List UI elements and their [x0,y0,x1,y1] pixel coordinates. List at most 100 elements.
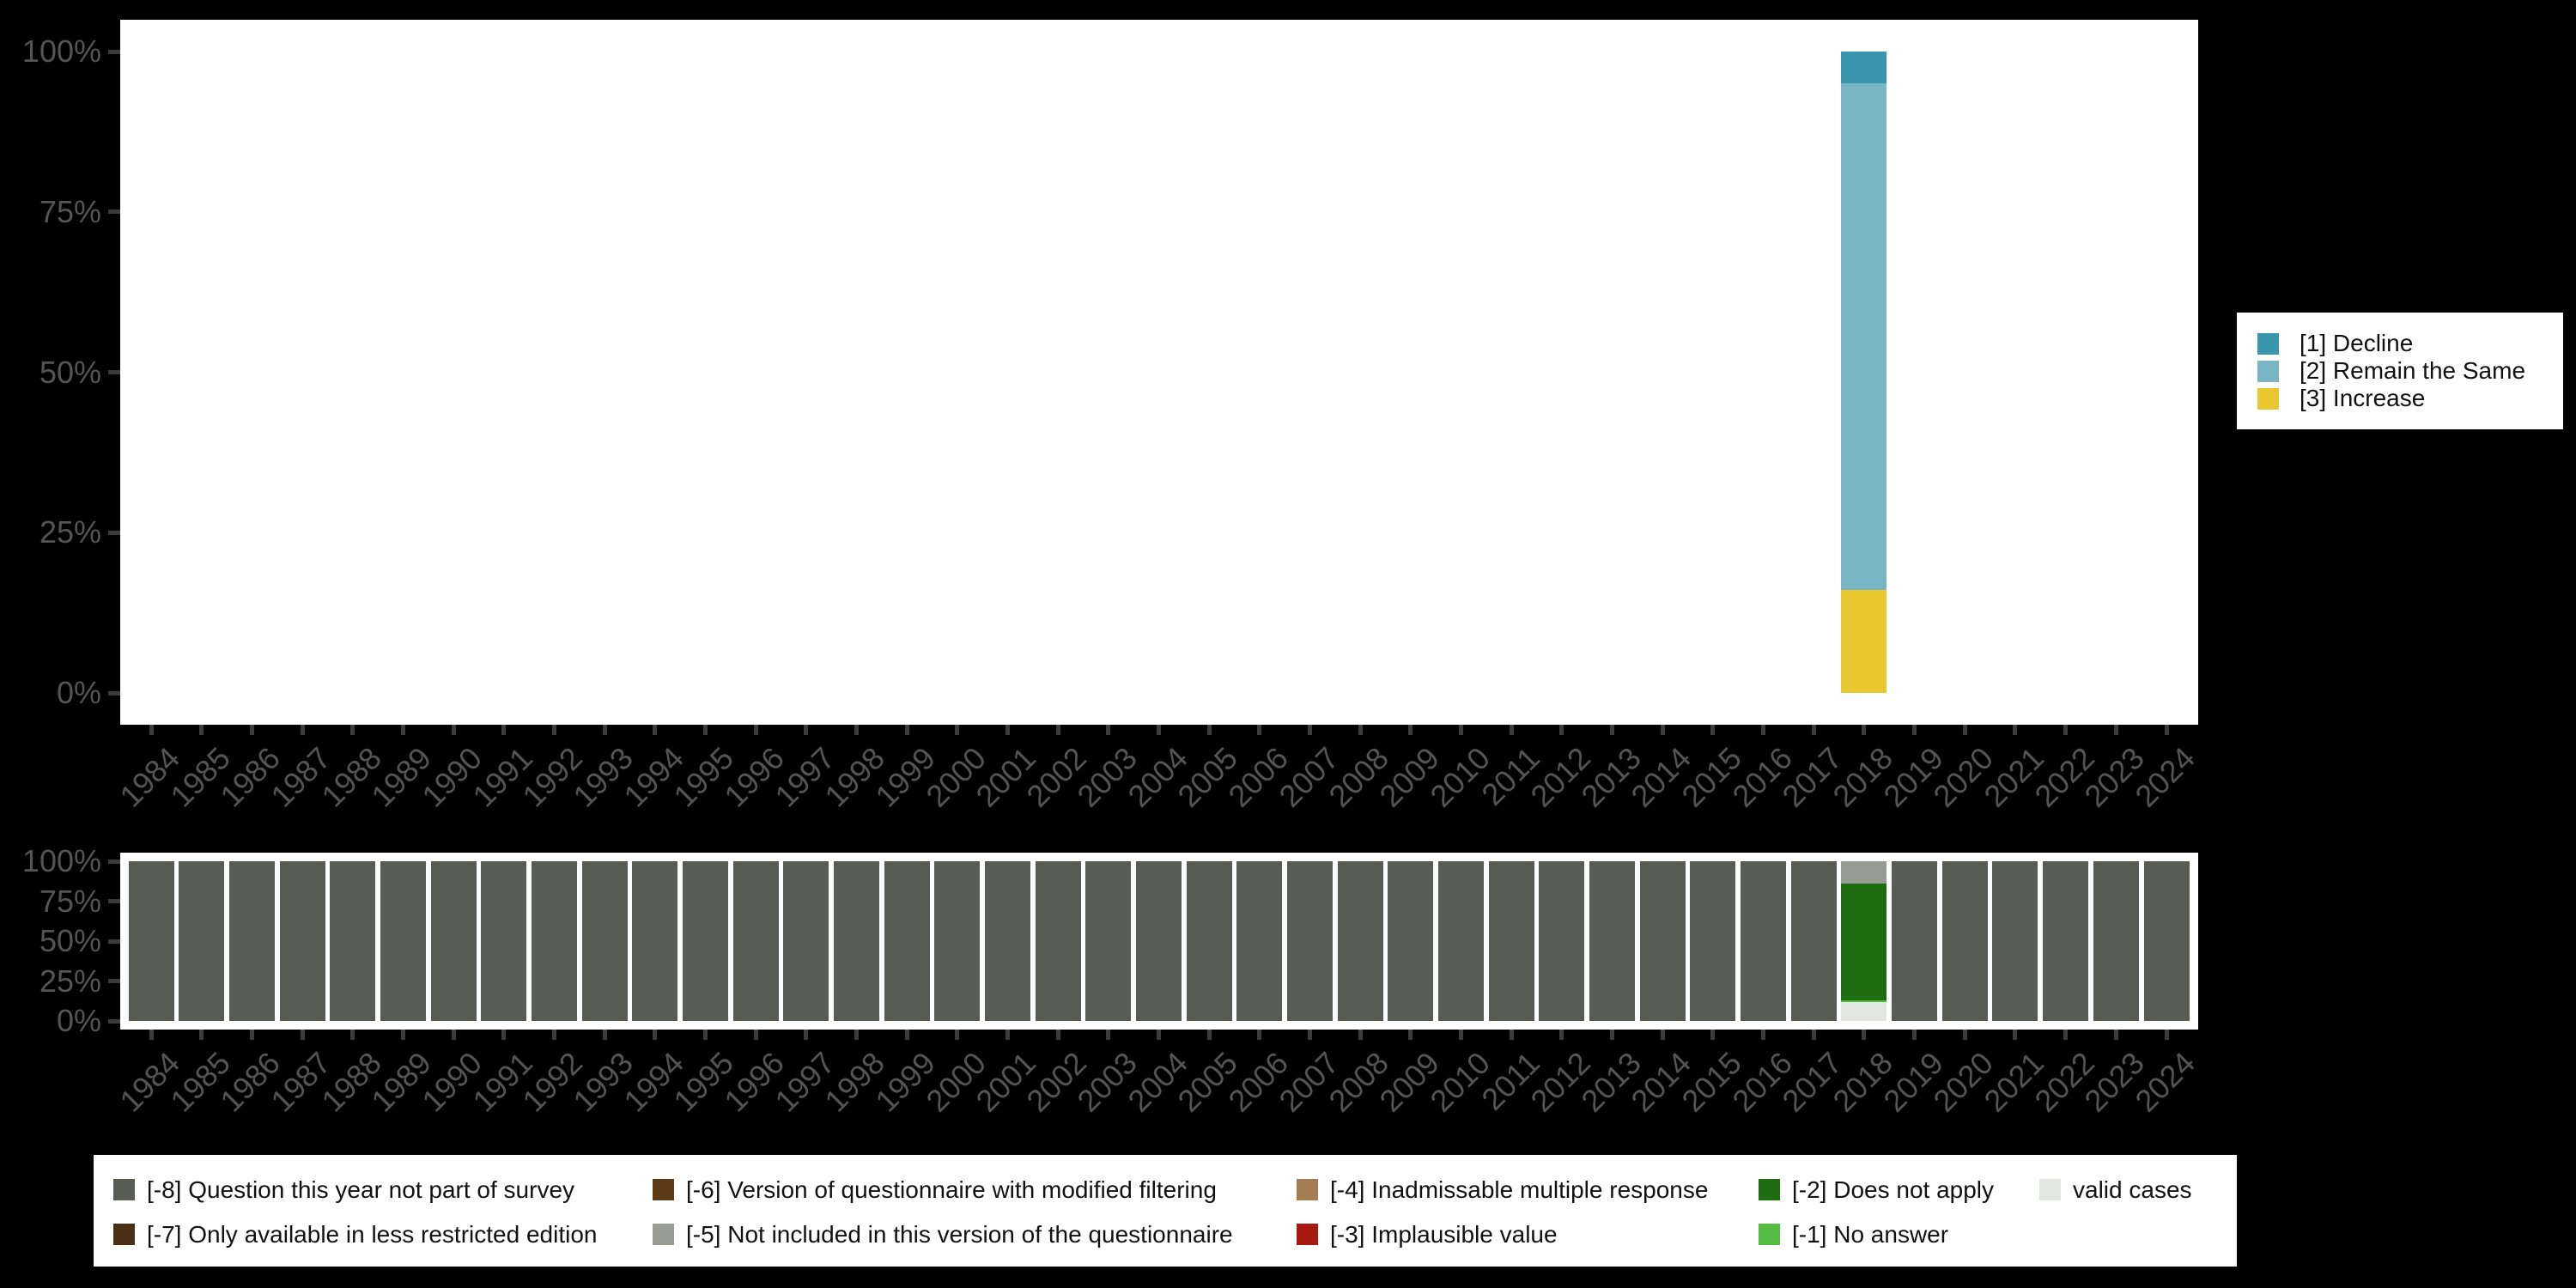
x-axis-tick [551,725,556,735]
bar-segment [1841,999,1887,1002]
bar-segment [380,861,426,1021]
legend-swatch [2039,1179,2061,1200]
legend-swatch [2257,332,2279,355]
y-axis-tick-label: 25% [39,963,101,999]
stacked-bar [279,861,325,1021]
x-axis-tick [1055,725,1060,735]
x-axis-tick [1862,725,1867,735]
x-axis-tick [1206,1030,1212,1040]
legend-column: [-4] Inadmissable multiple response [-3] … [1297,1177,1708,1248]
bar-segment [833,861,879,1021]
bar-segment [481,861,527,1021]
stacked-bar [1136,861,1182,1021]
stacked-bar [1337,861,1383,1021]
legend-swatch [113,1179,135,1200]
stacked-bar [228,861,275,1021]
legend-column: [-6] Version of questionnaire with modif… [653,1176,1233,1248]
x-axis-tick [1559,725,1564,735]
stacked-bar [1438,861,1485,1021]
bar-segment [179,861,225,1021]
y-axis-tick [108,210,120,215]
x-axis-tick [1912,1030,1917,1040]
stacked-bar [128,861,174,1021]
y-axis-tick [108,939,120,944]
bar-segment [1841,861,1887,884]
y-axis-tick-label: 100% [21,33,101,69]
legend-item-label: [2] Remain the Same [2300,357,2526,384]
legend-item: [-6] Version of questionnaire with modif… [653,1176,1233,1203]
bar-segment [1186,861,1232,1021]
x-axis-tick [1610,725,1615,735]
x-axis-tick [1206,725,1212,735]
x-axis-tick [300,725,305,735]
y-axis-tick-label: 25% [39,514,101,550]
stacked-bar [1388,861,1434,1021]
legend-item-label: [-8] Question this year not part of surv… [147,1176,575,1203]
x-axis-tick [1761,725,1766,735]
x-axis-tick [1660,725,1665,735]
stacked-bar [984,861,1030,1021]
x-axis-tick [1106,725,1111,735]
x-axis-tick [199,1030,204,1040]
x-axis-tick [149,1030,154,1040]
x-axis-tick [804,725,809,735]
legend-item: [-2] Does not apply [1759,1176,1995,1203]
stacked-bar [884,861,930,1021]
x-axis-tick [501,725,507,735]
x-axis-tick [149,725,154,735]
x-axis-tick [1962,725,1967,735]
legend-item-label: [-6] Version of questionnaire with modif… [686,1176,1217,1203]
y-axis-tick-label: 50% [39,354,101,390]
stacked-bar [1488,861,1534,1021]
bar-segment [1841,590,1887,693]
legend-swatch [1759,1224,1780,1245]
x-axis-tick [400,1030,405,1040]
missing-values-legend: [-8] Question this year not part of surv… [94,1155,2237,1267]
stacked-bar [179,861,225,1021]
legend-swatch [1297,1224,1318,1245]
stacked-bar [380,861,426,1021]
legend-item: [1] Decline [2257,330,2563,356]
bar-segment [2093,861,2139,1021]
legend-item-label: [-2] Does not apply [1792,1176,1995,1203]
x-axis-tick [1157,725,1161,735]
x-axis-tick [1710,1030,1716,1040]
legend-item: [-7] Only available in less restricted e… [113,1220,598,1248]
x-axis-tick [804,1030,809,1040]
stacked-bar [1035,861,1081,1021]
legend-item-label: [-1] No answer [1792,1220,1949,1248]
x-axis-tick [1408,725,1413,735]
y-axis-tick [108,899,120,903]
legend-item-label: [-7] Only available in less restricted e… [147,1220,598,1248]
stacked-bar [833,861,879,1021]
x-axis-tick [249,1030,254,1040]
legend-swatch [653,1179,674,1200]
x-axis-tick [1811,725,1816,735]
legend-item-label: [-5] Not included in this version of the… [686,1220,1233,1248]
bar-segment [884,861,930,1021]
stacked-bar [330,861,376,1021]
bar-segment [783,861,829,1021]
legend-item: [-8] Question this year not part of surv… [113,1176,597,1203]
stacked-bar [1841,861,1887,1021]
bar-segment [1841,884,1887,1000]
x-axis-tick [249,725,254,735]
bar-segment [682,861,728,1021]
legend-column: valid cases [2039,1177,2192,1201]
y-axis-tick-label: 50% [39,923,101,958]
x-axis-tick [501,1030,507,1040]
y-axis-tick-label: 100% [21,843,101,878]
legend-swatch [1297,1179,1318,1200]
bar-segment [632,861,678,1021]
legend-item-label: [-3] Implausible value [1330,1220,1558,1248]
stacked-bar [783,861,829,1021]
bar-segment [1085,861,1132,1021]
legend-item-label: [1] Decline [2300,330,2414,356]
x-axis-tick [2113,1030,2118,1040]
stacked-bar [1992,861,2038,1021]
x-axis-tick [904,725,909,735]
legend-item: [2] Remain the Same [2257,357,2563,384]
x-axis-tick [653,1030,658,1040]
bar-segment [732,861,779,1021]
bar-segment [1741,861,1787,1021]
